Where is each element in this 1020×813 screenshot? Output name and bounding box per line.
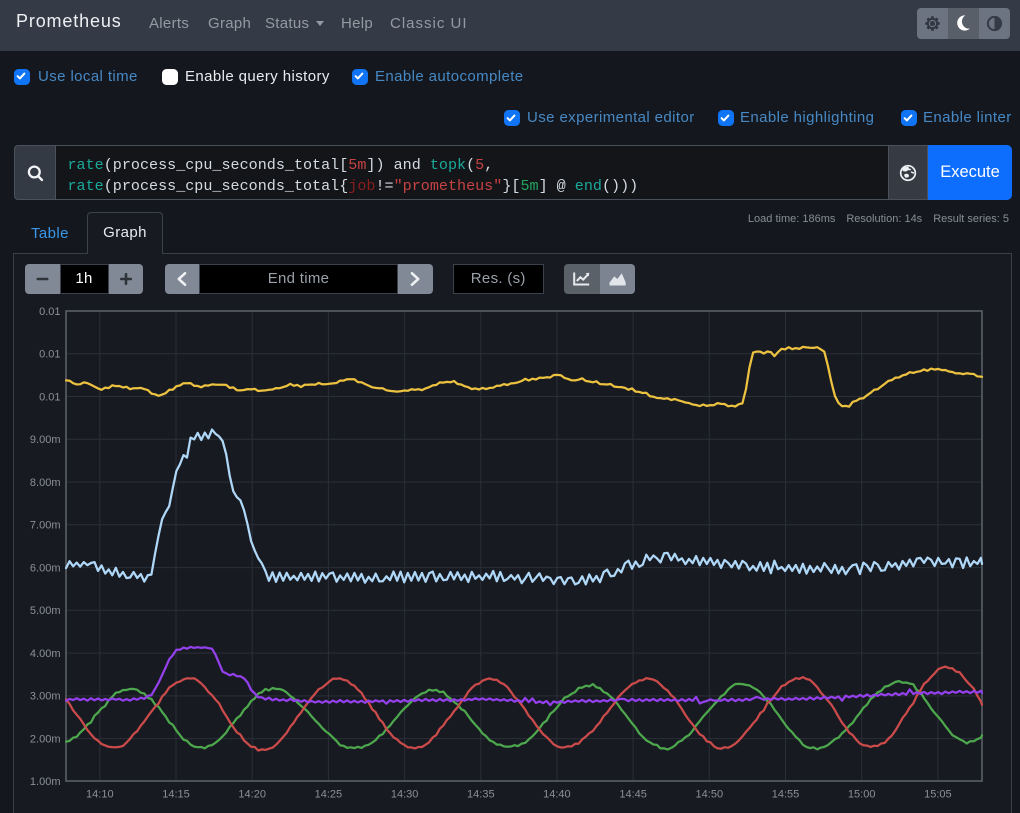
svg-text:6.00m: 6.00m: [30, 562, 61, 574]
svg-text:9.00m: 9.00m: [30, 434, 61, 446]
svg-text:14:55: 14:55: [772, 789, 800, 801]
svg-text:14:20: 14:20: [238, 789, 266, 801]
svg-text:0.01: 0.01: [39, 391, 60, 403]
svg-text:14:15: 14:15: [162, 789, 190, 801]
svg-text:14:30: 14:30: [391, 789, 419, 801]
svg-text:5.00m: 5.00m: [30, 605, 61, 617]
svg-text:3.00m: 3.00m: [30, 691, 61, 703]
svg-text:14:25: 14:25: [315, 789, 343, 801]
svg-text:14:45: 14:45: [619, 789, 647, 801]
svg-text:7.00m: 7.00m: [30, 520, 61, 532]
svg-text:15:05: 15:05: [924, 789, 952, 801]
svg-text:15:00: 15:00: [848, 789, 876, 801]
svg-text:4.00m: 4.00m: [30, 648, 61, 660]
svg-text:2.00m: 2.00m: [30, 733, 61, 745]
svg-text:14:10: 14:10: [86, 789, 114, 801]
svg-text:14:50: 14:50: [696, 789, 724, 801]
svg-text:14:35: 14:35: [467, 789, 495, 801]
svg-text:1.00m: 1.00m: [30, 776, 61, 788]
svg-text:0.01: 0.01: [39, 306, 60, 318]
svg-text:0.01: 0.01: [39, 349, 60, 361]
svg-text:14:40: 14:40: [543, 789, 571, 801]
svg-text:8.00m: 8.00m: [30, 477, 61, 489]
